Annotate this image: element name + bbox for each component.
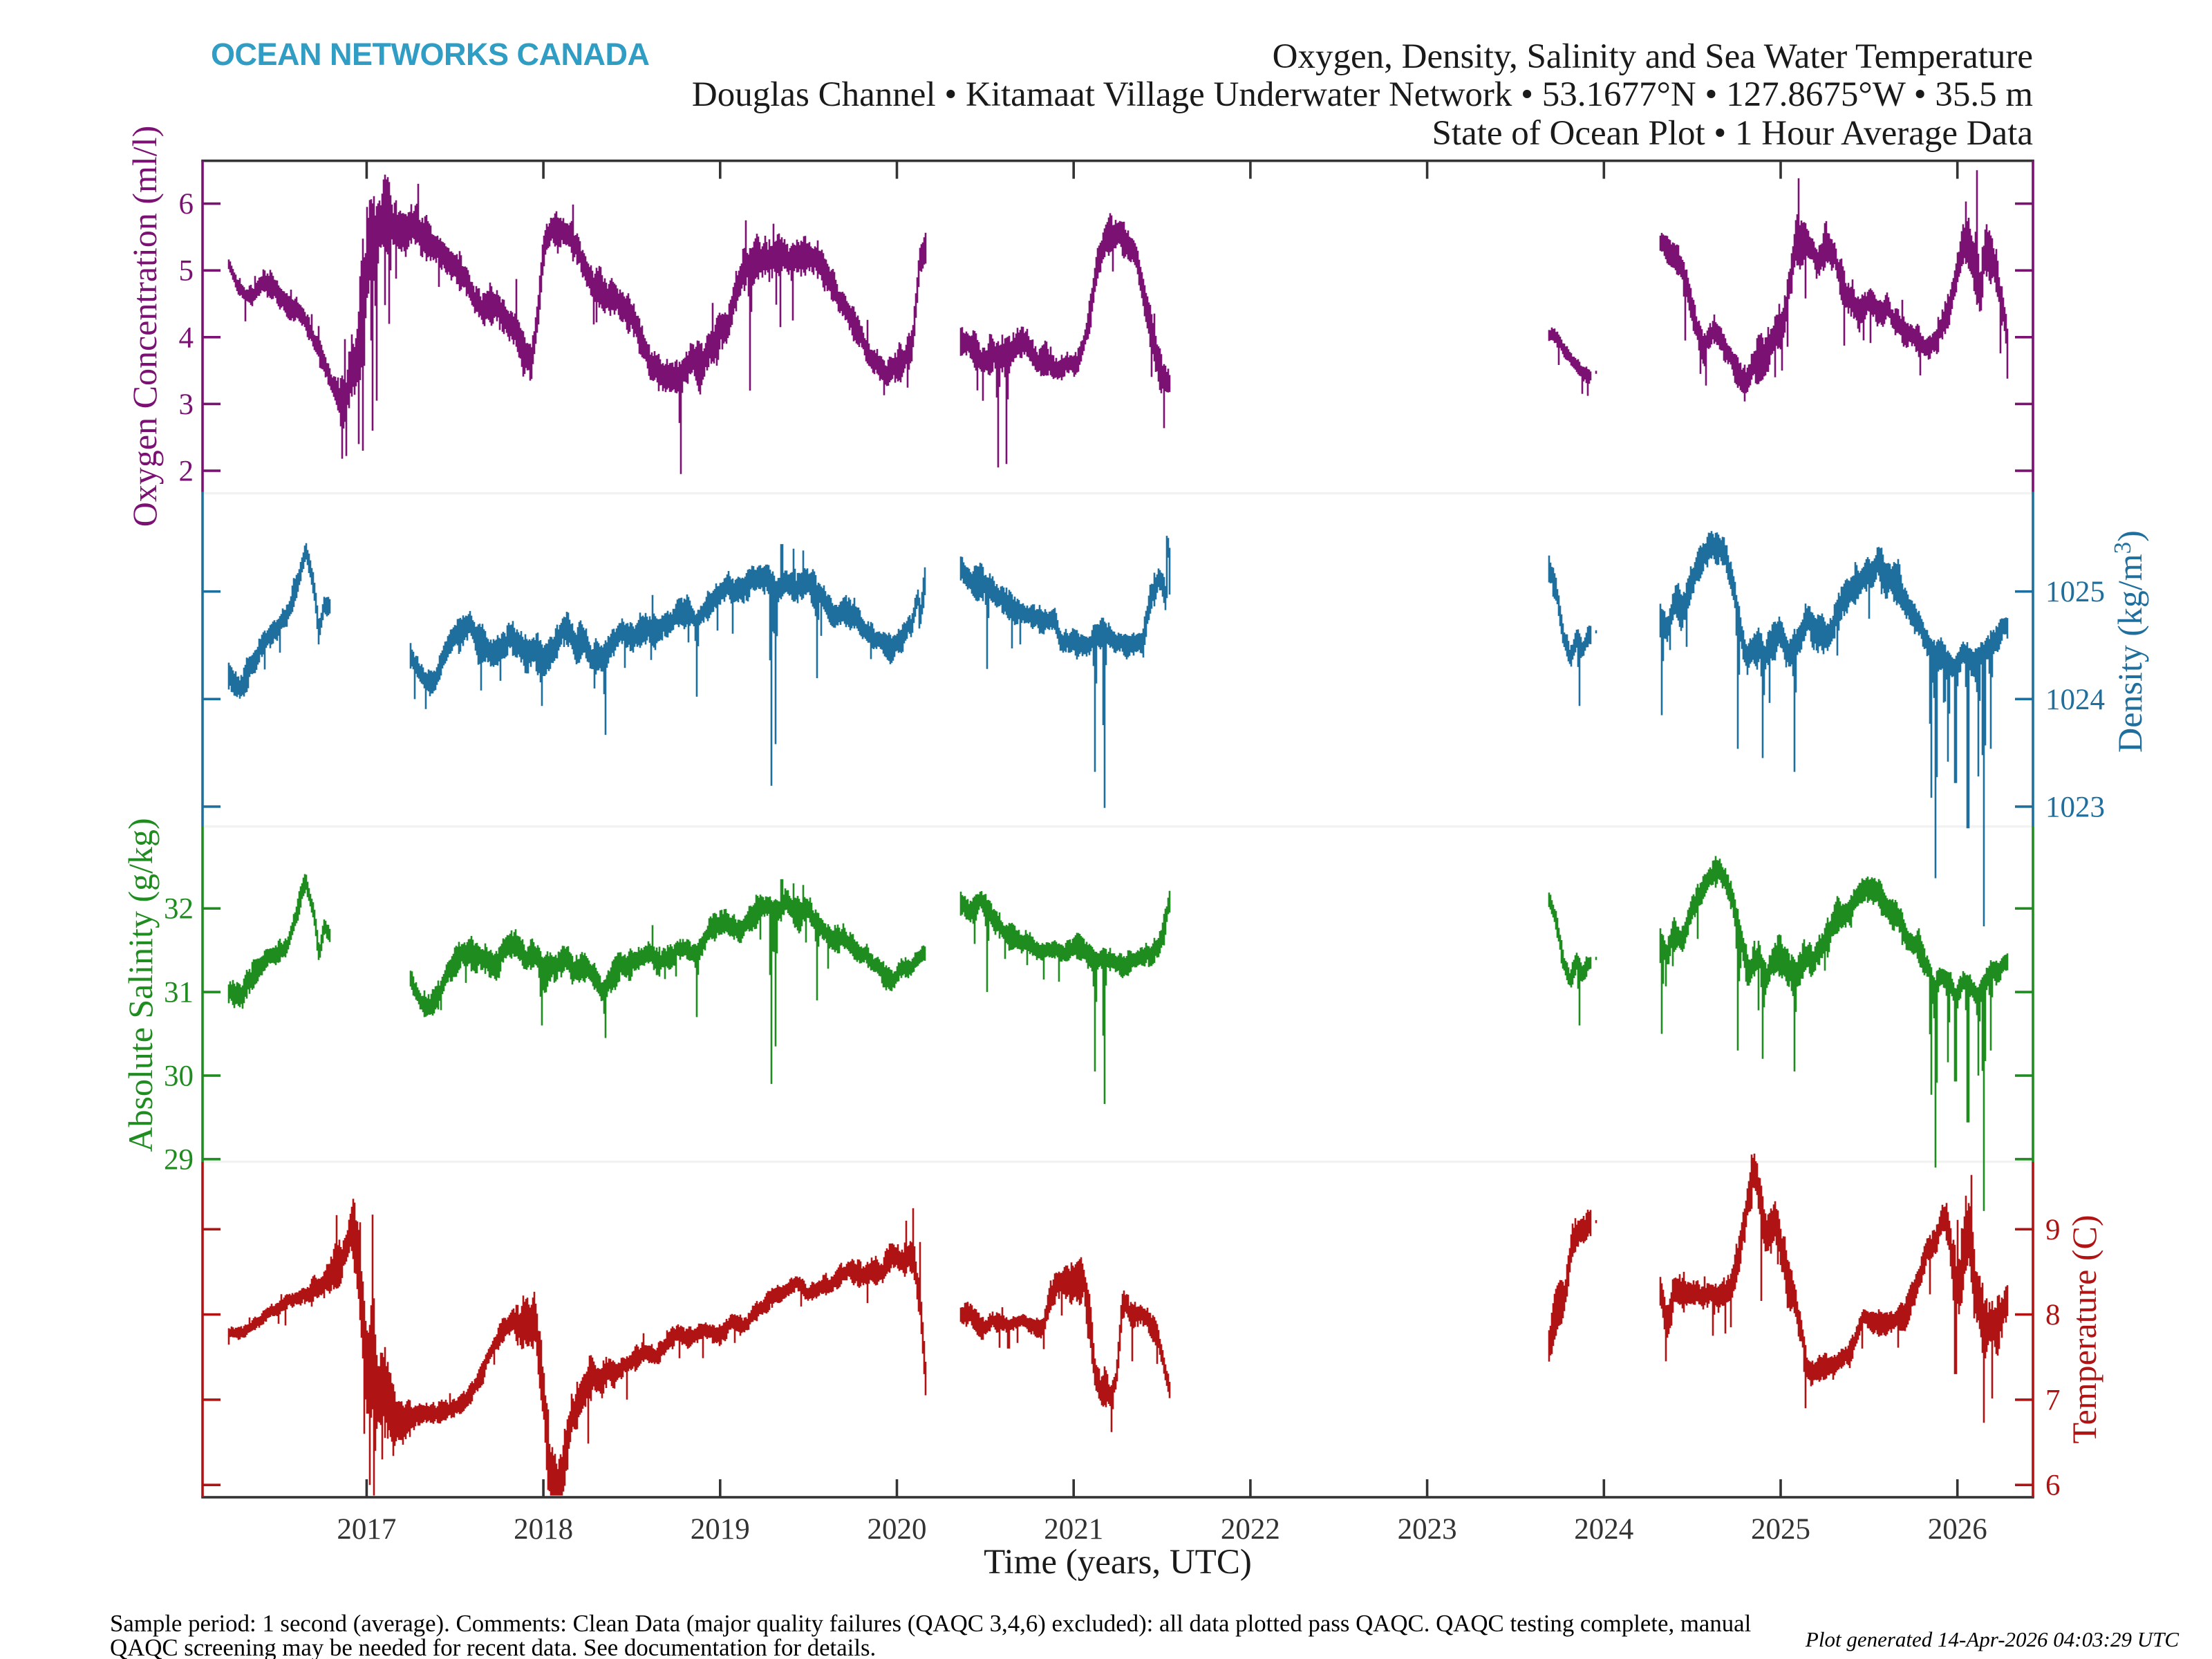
svg-text:OCEAN NETWORKS CANADA: OCEAN NETWORKS CANADA bbox=[211, 37, 650, 72]
svg-text:2025: 2025 bbox=[1751, 1513, 1810, 1546]
svg-text:Oxygen, Density, Salinity and: Oxygen, Density, Salinity and Sea Water … bbox=[1273, 37, 2033, 76]
svg-text:1024: 1024 bbox=[2045, 684, 2105, 716]
svg-text:2018: 2018 bbox=[514, 1513, 573, 1546]
svg-text:Absolute Salinity (g/kg): Absolute Salinity (g/kg) bbox=[121, 818, 160, 1152]
svg-text:6: 6 bbox=[179, 188, 194, 221]
svg-text:2017: 2017 bbox=[337, 1513, 396, 1546]
svg-text:2: 2 bbox=[179, 456, 194, 488]
svg-text:3: 3 bbox=[179, 388, 194, 421]
svg-text:Oxygen Concentration (ml/l): Oxygen Concentration (ml/l) bbox=[125, 126, 164, 527]
svg-text:1025: 1025 bbox=[2045, 576, 2105, 608]
svg-text:29: 29 bbox=[164, 1143, 194, 1176]
svg-text:2024: 2024 bbox=[1574, 1513, 1633, 1546]
svg-text:5: 5 bbox=[179, 255, 194, 288]
svg-text:QAQC screening may be needed f: QAQC screening may be needed for recent … bbox=[110, 1634, 876, 1659]
svg-text:2021: 2021 bbox=[1044, 1513, 1103, 1546]
svg-text:1023: 1023 bbox=[2045, 791, 2105, 823]
svg-text:Plot generated 14-Apr-2026 04:: Plot generated 14-Apr-2026 04:03:29 UTC bbox=[1805, 1627, 2179, 1651]
svg-text:Temperature (C): Temperature (C) bbox=[2065, 1215, 2103, 1443]
svg-text:2020: 2020 bbox=[868, 1513, 927, 1546]
svg-text:32: 32 bbox=[164, 893, 194, 926]
svg-text:31: 31 bbox=[164, 977, 194, 1009]
svg-text:8: 8 bbox=[2045, 1299, 2061, 1331]
svg-text:2022: 2022 bbox=[1221, 1513, 1280, 1546]
svg-text:Density (kg/m3): Density (kg/m3) bbox=[2109, 530, 2149, 753]
svg-text:7: 7 bbox=[2045, 1384, 2061, 1416]
svg-text:9: 9 bbox=[2045, 1214, 2061, 1246]
svg-text:4: 4 bbox=[179, 321, 194, 354]
svg-text:2019: 2019 bbox=[691, 1513, 750, 1546]
svg-text:State of Ocean Plot • 1 Hour A: State of Ocean Plot • 1 Hour Average Dat… bbox=[1432, 114, 2033, 153]
svg-text:30: 30 bbox=[164, 1060, 194, 1093]
svg-text:6: 6 bbox=[2045, 1470, 2061, 1502]
svg-text:Sample period: 1 second (avera: Sample period: 1 second (average). Comme… bbox=[110, 1610, 1751, 1637]
svg-text:Douglas Channel • Kitamaat Vil: Douglas Channel • Kitamaat Village Under… bbox=[692, 75, 2033, 114]
svg-text:2026: 2026 bbox=[1928, 1513, 1987, 1546]
svg-text:2023: 2023 bbox=[1398, 1513, 1457, 1546]
svg-text:Time (years, UTC): Time (years, UTC) bbox=[984, 1543, 1252, 1582]
